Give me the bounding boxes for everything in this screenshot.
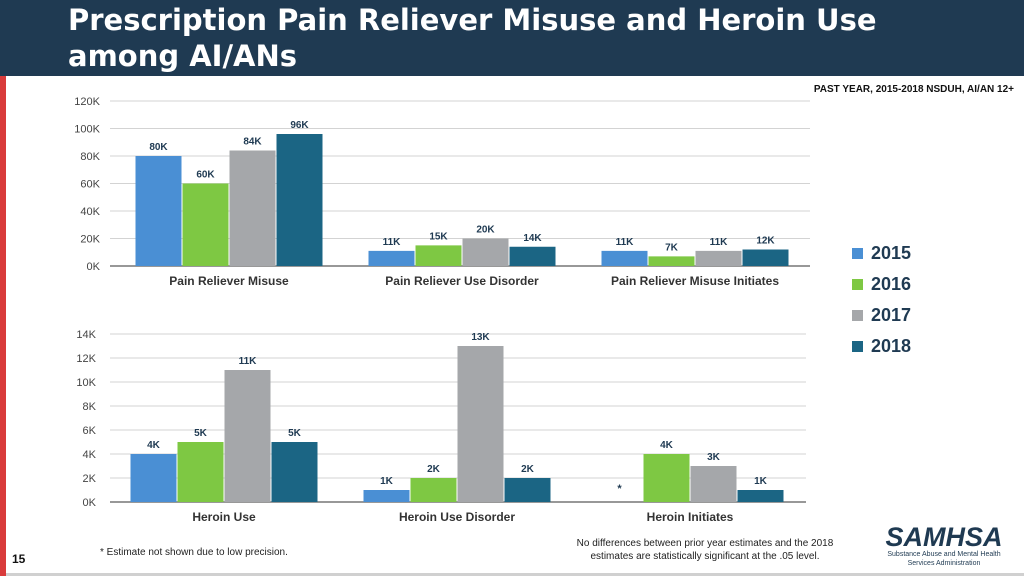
bottom-ytick-label: 6K (83, 425, 97, 437)
top-bar-2017 (695, 250, 742, 266)
top-bar-2016 (648, 256, 695, 266)
legend-label-2015: 2015 (871, 243, 912, 263)
top-data-label: 60K (196, 170, 215, 181)
bottom-data-label: 2K (427, 464, 441, 475)
samhsa-logo: SAMHSA Substance Abuse and Mental Health… (882, 524, 1006, 568)
bottom-data-label: 2K (521, 464, 535, 475)
significance-note: No differences between prior year estima… (540, 537, 870, 563)
top-data-label: 11K (710, 237, 729, 248)
page-number: 15 (12, 552, 26, 566)
bottom-bar-2016 (410, 478, 457, 502)
legend-swatch-2018 (852, 341, 863, 352)
top-bar-2017 (462, 238, 509, 266)
bottom-bar-2018 (271, 442, 318, 502)
bottom-data-label: 4K (660, 440, 674, 451)
bottom-data-label: 1K (380, 476, 394, 487)
bottom-data-label: 13K (471, 332, 490, 343)
chart-subtitle: PAST YEAR, 2015-2018 NSDUH, AI/AN 12+ (813, 84, 1014, 95)
bottom-ytick-label: 8K (83, 401, 97, 413)
top-bar-2016 (415, 245, 462, 266)
top-bar-2015 (135, 156, 182, 266)
top-data-label: 15K (429, 231, 448, 242)
top-data-label: 12K (756, 236, 775, 247)
top-data-label: 84K (243, 137, 262, 148)
legend-label-2016: 2016 (871, 274, 912, 294)
top-bar-2015 (368, 250, 415, 266)
legend-item-2016: 2016 (852, 269, 911, 300)
bottom-ytick-label: 0K (83, 497, 97, 509)
bottom-ytick-label: 2K (83, 473, 97, 485)
top-data-label: 11K (616, 237, 635, 248)
slide-title: Prescription Pain Reliever Misuse and He… (68, 2, 968, 74)
top-ytick-label: 60K (80, 179, 100, 191)
top-data-label: 20K (476, 225, 495, 236)
top-bar-2018 (509, 246, 556, 266)
top-bar-2018 (276, 134, 323, 266)
top-data-label: 7K (665, 242, 679, 253)
bottom-ytick-label: 12K (76, 353, 96, 365)
top-ytick-label: 80K (80, 151, 100, 163)
bottom-bar-2015 (363, 490, 410, 502)
top-category-label: Pain Reliever Misuse (169, 274, 289, 288)
title-banner (0, 0, 1024, 76)
top-ytick-label: 100K (74, 124, 100, 136)
top-data-label: 14K (523, 233, 542, 244)
legend-swatch-2016 (852, 279, 863, 290)
top-ytick-label: 40K (80, 206, 100, 218)
top-category-label: Pain Reliever Use Disorder (385, 274, 539, 288)
footnote: * Estimate not shown due to low precisio… (100, 547, 288, 558)
top-data-label: 80K (149, 142, 168, 153)
top-bar-2018 (742, 249, 789, 266)
top-category-label: Pain Reliever Misuse Initiates (611, 274, 779, 288)
bottom-category-label: Heroin Use Disorder (399, 510, 515, 524)
legend-label-2017: 2017 (871, 305, 912, 325)
title-line-1: Prescription Pain Reliever Misuse and He… (68, 3, 877, 37)
legend-item-2017: 2017 (852, 300, 911, 331)
logo-subtitle-line-1: Substance Abuse and Mental Health (887, 551, 1001, 558)
title-line-2: among AI/ANs (68, 39, 298, 73)
bottom-data-label: 3K (707, 452, 721, 463)
bottom-rule (6, 573, 1024, 576)
top-data-label: 11K (383, 237, 402, 248)
legend-item-2015: 2015 (852, 238, 911, 269)
logo-wordmark: SAMHSA (885, 522, 1003, 552)
bottom-data-label: 5K (288, 428, 302, 439)
legend-swatch-2017 (852, 310, 863, 321)
top-ytick-label: 120K (74, 96, 100, 108)
legend: 2015 2016 2017 2018 (852, 238, 911, 362)
top-bar-2017 (229, 150, 276, 266)
legend-swatch-2015 (852, 248, 863, 259)
top-bar-2016 (182, 183, 229, 266)
bottom-ytick-label: 4K (83, 449, 97, 461)
top-bar-2015 (601, 250, 648, 266)
top-ytick-label: 20K (80, 234, 100, 246)
legend-item-2018: 2018 (852, 331, 911, 362)
bottom-bar-2016 (643, 454, 690, 502)
logo-subtitle-line-2: Services Administration (907, 560, 981, 567)
bottom-bar-2015 (130, 454, 177, 502)
top-data-label: 96K (290, 120, 309, 131)
bottom-bar-2016 (177, 442, 224, 502)
top-ytick-label: 0K (87, 261, 101, 273)
bottom-category-label: Heroin Use (192, 510, 256, 524)
bottom-bar-2017 (457, 346, 504, 502)
accent-bar (0, 76, 6, 576)
bottom-data-label: * (617, 483, 622, 495)
legend-label-2018: 2018 (871, 336, 912, 356)
bottom-bar-2018 (737, 490, 784, 502)
bottom-bar-2017 (224, 370, 271, 502)
significance-line-2: estimates are statistically significant … (590, 551, 820, 562)
significance-line-1: No differences between prior year estima… (576, 538, 834, 549)
bottom-bar-2018 (504, 478, 551, 502)
bottom-ytick-label: 10K (76, 377, 96, 389)
bottom-bar-2017 (690, 466, 737, 502)
bottom-ytick-label: 14K (76, 329, 96, 341)
bottom-data-label: 1K (754, 476, 768, 487)
bottom-data-label: 4K (147, 440, 161, 451)
bottom-data-label: 5K (194, 428, 208, 439)
bottom-data-label: 11K (239, 356, 258, 367)
bottom-category-label: Heroin Initiates (647, 510, 734, 524)
logo-subtitle: Substance Abuse and Mental Health Servic… (882, 550, 1006, 568)
